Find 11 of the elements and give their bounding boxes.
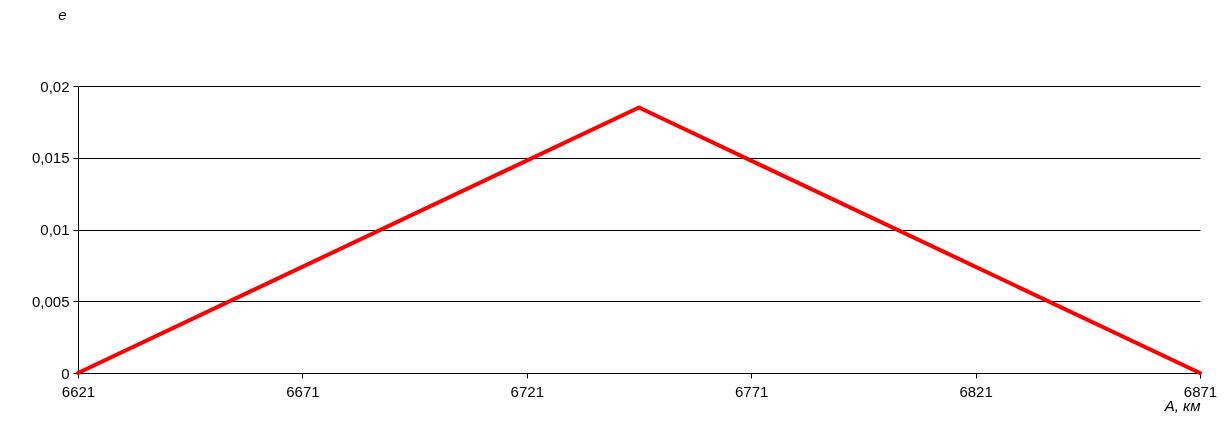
x-tick-label: 6771 <box>735 382 769 400</box>
x-tick-label: 6821 <box>959 382 993 400</box>
x-tick-label: 6621 <box>61 382 96 400</box>
y-tick-label: 0 <box>61 364 70 382</box>
x-tick-label: 6671 <box>286 382 320 400</box>
y-axis-title: e <box>58 5 67 23</box>
y-tick-label: 0,02 <box>40 77 70 95</box>
y-tick-label: 0,015 <box>31 149 70 167</box>
y-tick-label: 0,005 <box>31 292 70 310</box>
x-tick-label: 6721 <box>510 382 544 400</box>
y-tick-label: 0,01 <box>40 221 70 238</box>
